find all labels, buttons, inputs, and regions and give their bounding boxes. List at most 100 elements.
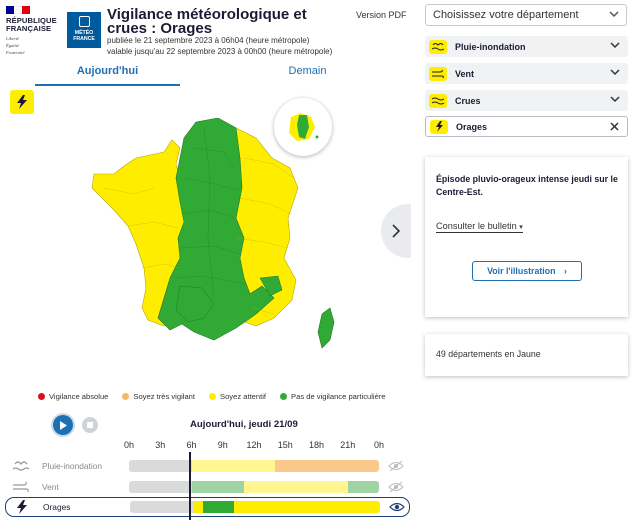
- wind-icon: [429, 66, 447, 81]
- lightning-icon: [17, 95, 27, 109]
- legend-dot-red: [38, 393, 45, 400]
- timeline-bar: [129, 481, 379, 493]
- play-button[interactable]: [53, 415, 73, 435]
- timeline-segment: [347, 481, 379, 493]
- caret-down-icon: ▾: [519, 224, 523, 231]
- timeline-segment: [192, 501, 203, 513]
- timeline-current-time-cursor[interactable]: [189, 452, 191, 520]
- hour-tick-label: 12h: [246, 440, 262, 450]
- legend-dot-yellow: [209, 393, 217, 400]
- rain-flood-icon: [12, 461, 30, 471]
- tab-tomorrow[interactable]: Demain: [288, 65, 327, 77]
- mini-france-map: [289, 113, 319, 141]
- hour-tick-label: 6h: [186, 440, 197, 450]
- rf-motto-1: Liberté: [6, 35, 19, 41]
- pdf-version-link[interactable]: Version PDF: [356, 10, 407, 20]
- chevron-right-icon: [392, 224, 401, 238]
- timeline-row-label: Pluie-inondation: [42, 461, 103, 471]
- departments-count-card: 49 départements en Jaune: [425, 334, 628, 376]
- hour-tick-label: 15h: [277, 440, 293, 450]
- flood-icon: [429, 93, 447, 108]
- timeline-date: Aujourd'hui, jeudi 21/09: [190, 419, 298, 430]
- eye-off-icon[interactable]: [388, 481, 404, 493]
- legend-label: Vigilance absolue: [49, 392, 109, 401]
- department-borders-yellow: [103, 157, 295, 315]
- vigilance-legend: Vigilance absolue Soyez très vigilant So…: [38, 392, 386, 401]
- phenomenon-label: Pluie-inondation: [455, 41, 526, 52]
- phenomenon-label: Vent: [455, 68, 475, 79]
- department-select-value: Choisissez votre département: [433, 9, 579, 21]
- rf-motto-3: Fraternité: [6, 49, 25, 55]
- episode-card: Épisode pluvio-orageux intense jeudi sur…: [425, 157, 628, 317]
- departments-count: 49 départements en Jaune: [436, 349, 541, 359]
- department-borders: [173, 127, 247, 299]
- timeline-segment: [130, 501, 193, 513]
- mf-logo-line-1: MÉTÉO: [74, 30, 94, 36]
- timeline-row-storms[interactable]: Orages: [5, 497, 410, 517]
- meteo-france-logo[interactable]: MÉTÉO FRANCE: [67, 12, 101, 48]
- eye-off-icon[interactable]: [388, 460, 404, 472]
- department-select[interactable]: Choisissez votre département: [425, 4, 627, 26]
- phenomenon-label: Crues: [455, 95, 481, 106]
- phenomenon-label: Orages: [456, 121, 488, 132]
- timeline-segment: [191, 460, 275, 472]
- phenomenon-flood[interactable]: Crues: [425, 90, 628, 111]
- hour-tick-label: 3h: [155, 440, 166, 450]
- hour-tick-label: 0h: [373, 440, 385, 450]
- phenomenon-rain-flood[interactable]: Pluie-inondation: [425, 36, 628, 57]
- next-map-button[interactable]: [381, 204, 411, 258]
- timeline-row-rain-flood[interactable]: Pluie-inondation: [10, 457, 410, 475]
- legend-dot-orange: [122, 393, 130, 400]
- play-icon: [60, 420, 67, 430]
- chevron-right-icon: ›: [563, 266, 567, 276]
- published-date: publiée le 21 septembre 2023 à 06h04 (he…: [107, 36, 310, 45]
- chevron-down-icon: [610, 96, 620, 103]
- stop-button[interactable]: [82, 417, 98, 433]
- hour-tick-label: 0h: [123, 440, 135, 450]
- hour-tick-label: 9h: [217, 440, 228, 450]
- map-corsica-green: [317, 307, 335, 349]
- hour-tick-label: 21h: [340, 440, 356, 450]
- publication-info: publiée le 21 septembre 2023 à 06h04 (he…: [107, 36, 332, 57]
- france-vigilance-map[interactable]: [84, 118, 344, 352]
- legend-item-green: Pas de vigilance particulière: [280, 392, 386, 401]
- map-zone-central-green: [157, 118, 275, 341]
- stop-icon: [87, 422, 93, 428]
- timeline-segment: [234, 501, 380, 513]
- legend-item-red: Vigilance absolue: [38, 392, 108, 401]
- valid-until-date: valable jusqu'au 22 septembre 2023 à 00h…: [107, 46, 333, 56]
- rf-motto-2: Égalité: [6, 42, 19, 48]
- timeline-row-label: Vent: [42, 482, 59, 492]
- wind-icon: [13, 481, 29, 493]
- phenomenon-storms[interactable]: Orages: [425, 116, 628, 137]
- timeline-segment: [129, 481, 192, 493]
- chevron-down-icon: [610, 69, 620, 76]
- tab-today[interactable]: Aujourd'hui: [35, 64, 180, 86]
- republique-francaise-logo[interactable]: RÉPUBLIQUE FRANÇAISE Liberté Égalité Fra…: [6, 6, 62, 58]
- view-illustration-button[interactable]: Voir l'illustration ›: [472, 261, 582, 281]
- storm-phenomenon-badge: [10, 90, 34, 114]
- french-flag-icon: [6, 6, 30, 14]
- timeline-bar: [129, 460, 379, 472]
- bulletin-label: Consulter le bulletin: [436, 221, 517, 231]
- illustration-button-label: Voir l'illustration: [487, 266, 556, 276]
- chevron-down-icon: [609, 11, 619, 18]
- legend-label: Pas de vigilance particulière: [291, 392, 386, 401]
- overseas-inset-map[interactable]: [274, 98, 332, 156]
- timeline-row-wind[interactable]: Vent: [10, 478, 410, 496]
- close-icon[interactable]: [610, 122, 619, 131]
- page-title: Vigilance météorologique et crues : Orag…: [107, 6, 307, 37]
- lightning-icon: [430, 119, 448, 134]
- legend-label: Soyez attentif: [220, 392, 267, 401]
- map-zone-west-yellow: [91, 139, 189, 327]
- timeline-row-label: Orages: [43, 502, 71, 512]
- chevron-down-icon: [610, 42, 620, 49]
- timeline-segment: [129, 460, 192, 472]
- eye-icon[interactable]: [389, 501, 405, 513]
- legend-label: Soyez très vigilant: [133, 392, 196, 401]
- rf-logo-line-2: FRANÇAISE: [6, 24, 52, 34]
- consult-bulletin-dropdown[interactable]: Consulter le bulletin ▾: [436, 221, 523, 233]
- phenomenon-wind[interactable]: Vent: [425, 63, 628, 84]
- map-zone-east-green: [259, 275, 283, 297]
- legend-item-yellow: Soyez attentif: [209, 392, 266, 401]
